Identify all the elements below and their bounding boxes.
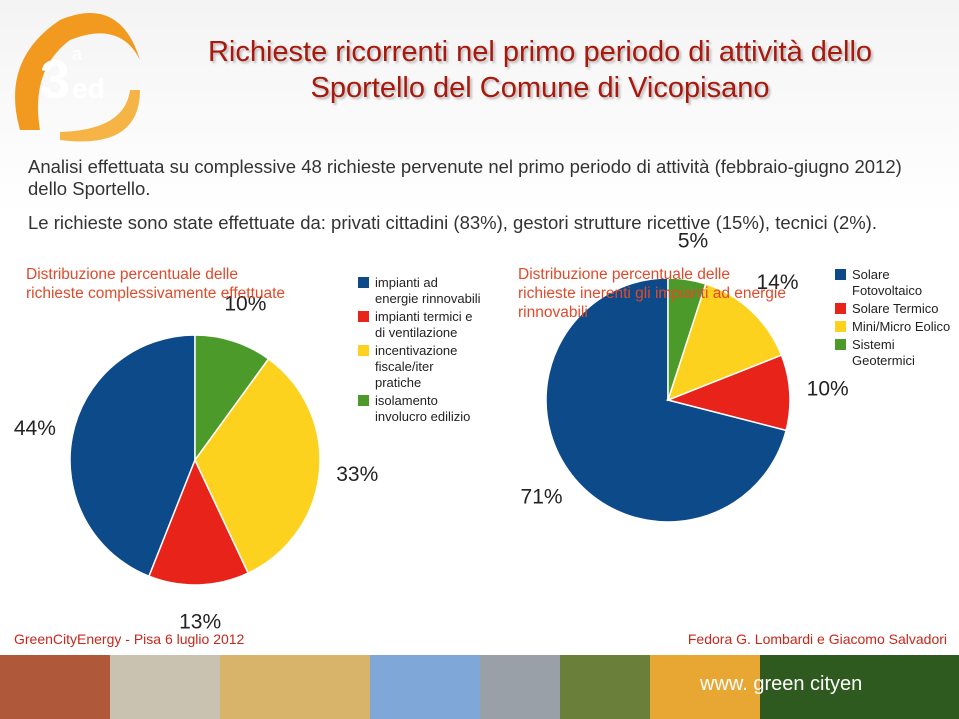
photo — [220, 655, 370, 719]
logo-number: 3 — [40, 50, 70, 110]
logo: 3 a ed — [15, 13, 140, 142]
photo — [560, 655, 650, 719]
paragraph: Le richieste sono state effettuate da: p… — [28, 212, 877, 233]
photo — [760, 655, 959, 719]
pie-slice — [194, 334, 270, 463]
pie-slice — [148, 458, 250, 586]
value-label: 44% — [14, 417, 56, 440]
legend-item: impianti termici e di ventilazione — [358, 309, 483, 341]
legend-swatch — [358, 395, 369, 406]
legend-swatch — [358, 277, 369, 288]
paragraph: Analisi effettuata su complessive 48 ric… — [28, 156, 902, 199]
title-line: Richieste ricorrenti nel primo periodo d… — [207, 36, 873, 68]
legend-label: Mini/Micro Eolico — [852, 319, 951, 334]
value-label: 13% — [179, 610, 221, 633]
photo — [110, 655, 220, 719]
banner-text: www. green cityen — [699, 673, 862, 695]
footer-right: Fedora G. Lombardi e Giacomo Salvadori — [687, 631, 947, 647]
legend-item: Solare Termico — [835, 301, 955, 317]
legend: Solare Fotovoltaico Solare Termico Mini/Mi… — [835, 267, 955, 371]
legend-label: Sistemi Geotermici — [852, 337, 915, 368]
pie-slice — [665, 354, 791, 432]
chart-title: Distribuzione percentuale delle richiest… — [26, 266, 286, 302]
logo-swirl — [60, 90, 140, 142]
pie-slice — [194, 357, 321, 575]
value-label: 33% — [336, 463, 378, 486]
photo-strip: www. green cityen — [0, 655, 959, 719]
legend-swatch — [358, 311, 369, 322]
legend: impianti ad energie rinnovabili impianti … — [358, 275, 483, 427]
legend-label: impianti termici e di ventilazione — [375, 309, 473, 340]
legend-swatch — [835, 321, 846, 332]
title-line: Sportello del Comune di Vicopisano — [310, 72, 770, 104]
value-label: 10% — [807, 378, 849, 401]
legend-swatch — [835, 339, 846, 350]
legend-swatch — [358, 345, 369, 356]
legend-item: impianti ad energie rinnovabili — [358, 275, 483, 307]
logo-swirl — [15, 13, 140, 130]
value-label: 14% — [757, 271, 799, 294]
footer-left: GreenCityEnergy - Pisa 6 luglio 2012 — [14, 631, 245, 647]
logo-suffix: ed — [72, 73, 105, 104]
photo — [650, 655, 760, 719]
legend-label: Solare Termico — [852, 301, 939, 316]
value-label: 5% — [678, 230, 708, 253]
legend-swatch — [835, 269, 846, 280]
legend-item: isolamento involucro edilizio — [358, 393, 483, 425]
chart-title: Distribuzione percentuale delle richiest… — [518, 266, 786, 321]
legend-item: Sistemi Geotermici — [835, 337, 955, 369]
legend-label: incentivazione fiscale/iter pratiche — [375, 343, 458, 390]
title: Richieste ricorrenti nel primo periodo d… — [150, 34, 930, 106]
legend-label: Solare Fotovoltaico — [852, 267, 923, 298]
legend-item: incentivazione fiscale/iter pratiche — [358, 343, 483, 391]
legend-item: Mini/Micro Eolico — [835, 319, 955, 335]
legend-label: impianti ad energie rinnovabili — [375, 275, 481, 306]
photo — [370, 655, 480, 719]
photo — [0, 655, 110, 719]
logo-sup: a — [72, 44, 83, 64]
pie-slice — [667, 277, 707, 401]
value-label: 10% — [224, 293, 266, 316]
legend-swatch — [835, 303, 846, 314]
legend-label: isolamento involucro edilizio — [375, 393, 471, 424]
legend-item: Solare Fotovoltaico — [835, 267, 955, 299]
pie-slice — [69, 334, 196, 578]
photo — [480, 655, 560, 719]
value-label: 71% — [521, 486, 563, 509]
